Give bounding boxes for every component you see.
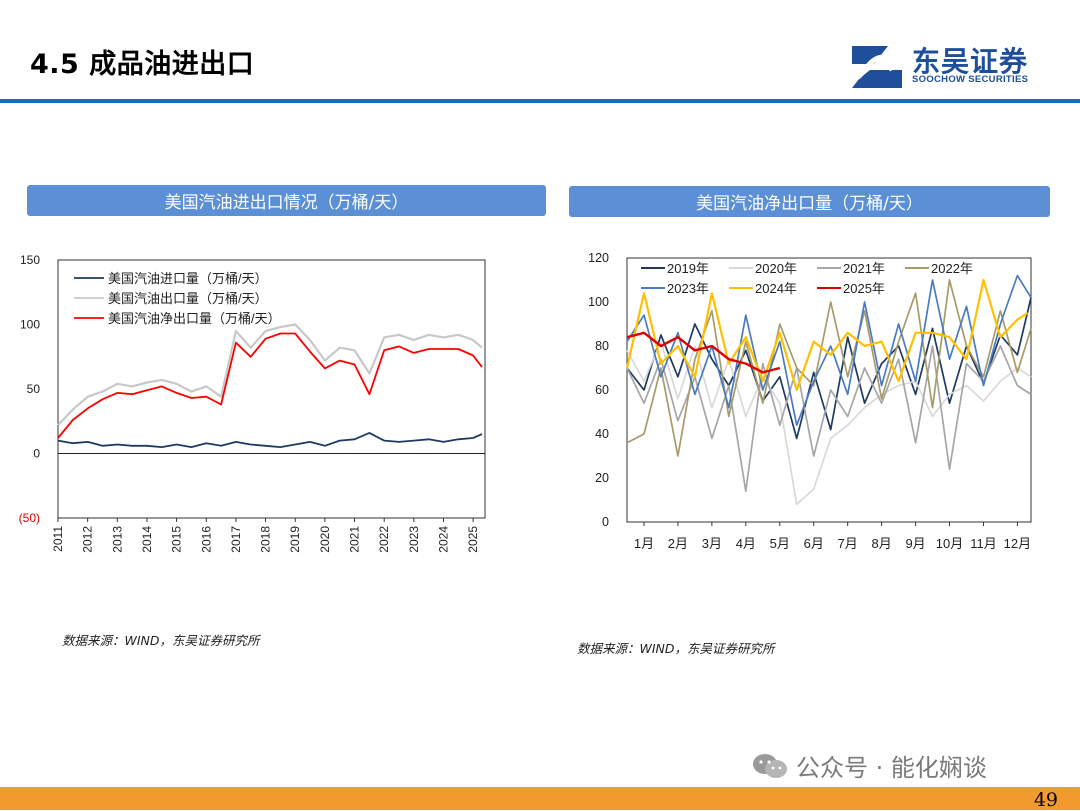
gasoline-trade-chart: 150 100 50 0 (50) 2011 2012 2013 2014 2015 2016 201… bbox=[19, 253, 486, 553]
left-source-note: 数据来源：WIND，东吴证券研究所 bbox=[62, 633, 260, 648]
footer-bar bbox=[0, 787, 1080, 810]
y-tick-label: 80 bbox=[595, 339, 609, 353]
legend-label-y2021: 2021年 bbox=[843, 261, 885, 276]
x-tick-label: 6月 bbox=[804, 536, 824, 551]
x-tick-label: 2月 bbox=[668, 536, 688, 551]
x-tick-label: 2018 bbox=[259, 526, 273, 553]
net-export-seasonal-chart: 120 100 80 60 40 20 0 1月 2月 3月 4月 5月 6月 7月 8月 9月 10月 11月 1… bbox=[588, 251, 1032, 551]
legend-label-y2024: 2024年 bbox=[755, 281, 797, 296]
legend-label-export: 美国汽油出口量（万桶/天） bbox=[108, 291, 268, 306]
x-tick-label: 8月 bbox=[872, 536, 892, 551]
x-tick-label: 2021 bbox=[348, 526, 362, 553]
logo-name: 东吴证券 bbox=[912, 45, 1029, 78]
x-tick-label: 3月 bbox=[702, 536, 722, 551]
left-panel-title: 美国汽油进出口情况（万桶/天） bbox=[27, 185, 546, 216]
company-logo: 东吴证券 SOOCHOW SECURITIES bbox=[848, 40, 1058, 92]
y-tick-label: 60 bbox=[595, 383, 609, 397]
soochow-logo-icon bbox=[852, 46, 902, 88]
y-tick-label: (50) bbox=[19, 511, 40, 525]
series-line-y2023 bbox=[626, 274, 1032, 427]
watermark: 公众号 · 能化娴谈 bbox=[752, 748, 987, 783]
series-line-y2024 bbox=[625, 278, 1029, 392]
x-tick-label: 2011 bbox=[51, 526, 65, 552]
x-tick-label: 2015 bbox=[170, 526, 184, 553]
page-number: 49 bbox=[1033, 789, 1058, 811]
header-divider bbox=[0, 99, 1080, 103]
x-tick-label: 2014 bbox=[140, 526, 154, 553]
x-tick-label: 2022 bbox=[377, 526, 391, 553]
series-line-export bbox=[57, 323, 483, 426]
series-line-y2022 bbox=[626, 279, 1032, 457]
x-tick-label: 2016 bbox=[199, 526, 213, 553]
legend-label-import: 美国汽油进口量（万桶/天） bbox=[108, 271, 268, 286]
right-panel-title: 美国汽油净出口量（万桶/天） bbox=[569, 186, 1050, 217]
right-source-note: 数据来源：WIND，东吴证券研究所 bbox=[577, 641, 775, 656]
x-tick-label: 2012 bbox=[81, 526, 95, 553]
watermark-text: 公众号 · 能化娴谈 bbox=[796, 754, 987, 782]
x-tick-label: 2017 bbox=[229, 526, 243, 553]
y-tick-label: 50 bbox=[27, 382, 41, 396]
y-tick-label: 150 bbox=[20, 253, 40, 267]
legend-label-y2022: 2022年 bbox=[931, 261, 973, 276]
logo-english: SOOCHOW SECURITIES bbox=[912, 74, 1029, 85]
legend-label-net: 美国汽油净出口量（万桶/天） bbox=[108, 311, 281, 326]
x-tick-label: 2024 bbox=[436, 526, 450, 553]
x-tick-label: 5月 bbox=[770, 536, 790, 551]
plot-frame bbox=[57, 259, 486, 519]
x-tick-label: 2020 bbox=[318, 526, 332, 553]
x-tick-label: 11月 bbox=[970, 536, 997, 551]
series-line-net bbox=[57, 332, 483, 439]
x-tick-label: 12月 bbox=[1004, 536, 1031, 551]
page-title: 4.5 成品油进出口 bbox=[30, 49, 255, 80]
x-tick-label: 1月 bbox=[634, 536, 654, 551]
legend-label-y2025: 2025年 bbox=[843, 281, 885, 296]
series-line-import bbox=[57, 431, 483, 449]
y-tick-label: 20 bbox=[595, 471, 609, 485]
x-tick-label: 7月 bbox=[838, 536, 858, 551]
y-tick-label: 120 bbox=[588, 251, 609, 265]
x-tick-label: 10月 bbox=[936, 536, 963, 551]
wechat-icon bbox=[753, 753, 787, 778]
series-line-y2025 bbox=[626, 331, 781, 374]
x-tick-label: 2025 bbox=[466, 526, 480, 553]
x-tick-label: 2013 bbox=[110, 526, 124, 553]
legend-label-y2020: 2020年 bbox=[755, 261, 797, 276]
x-tick-label: 2023 bbox=[407, 526, 421, 553]
legend-label-y2019: 2019年 bbox=[667, 261, 709, 276]
series-line-y2020 bbox=[626, 340, 1032, 506]
y-tick-label: 100 bbox=[588, 295, 609, 309]
x-tick-label: 2019 bbox=[288, 526, 302, 553]
legend-label-y2023: 2023年 bbox=[667, 281, 709, 296]
x-tick-label: 4月 bbox=[736, 536, 756, 551]
y-tick-label: 0 bbox=[33, 447, 40, 461]
y-tick-label: 0 bbox=[602, 515, 609, 529]
x-tick-label: 9月 bbox=[905, 536, 925, 551]
y-tick-label: 40 bbox=[595, 427, 609, 441]
y-tick-label: 100 bbox=[20, 318, 40, 332]
